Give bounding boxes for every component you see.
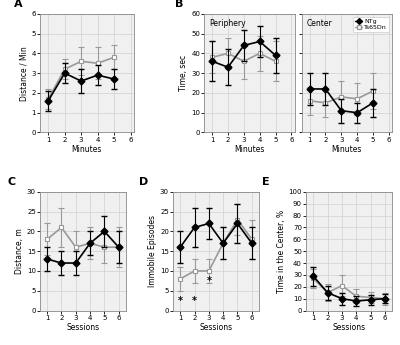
Text: *: * — [192, 296, 197, 306]
X-axis label: Sessions: Sessions — [66, 324, 100, 333]
X-axis label: Minutes: Minutes — [332, 146, 362, 155]
Text: C: C — [7, 177, 16, 187]
Text: E: E — [262, 177, 269, 187]
Y-axis label: Time in the Center, %: Time in the Center, % — [277, 210, 286, 293]
X-axis label: Minutes: Minutes — [72, 146, 102, 155]
X-axis label: Sessions: Sessions — [200, 324, 232, 333]
Text: *: * — [206, 276, 211, 286]
Y-axis label: Distance, m: Distance, m — [15, 228, 24, 274]
Legend: NTg, Ts65Dn: NTg, Ts65Dn — [353, 17, 389, 32]
Text: D: D — [139, 177, 148, 187]
Text: A: A — [14, 0, 22, 9]
Text: B: B — [175, 0, 184, 9]
Y-axis label: Distance / Min: Distance / Min — [20, 46, 28, 100]
Text: *: * — [178, 296, 183, 306]
Text: Periphery: Periphery — [209, 19, 246, 28]
X-axis label: Sessions: Sessions — [332, 324, 366, 333]
Y-axis label: Time, sec: Time, sec — [179, 55, 188, 91]
X-axis label: Minutes: Minutes — [234, 146, 264, 155]
Text: Center: Center — [306, 19, 332, 28]
Y-axis label: Immobile Episodes: Immobile Episodes — [148, 215, 157, 287]
